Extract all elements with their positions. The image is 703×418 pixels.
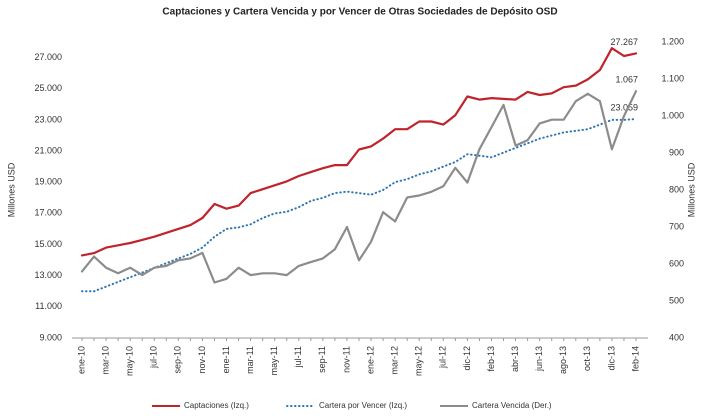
y2-tick-label: 700 (669, 221, 684, 231)
y2-tick-label: 800 (669, 184, 684, 194)
y2-tick-label: 400 (669, 332, 684, 342)
y-tick-label: 17.000 (34, 208, 62, 218)
y-tick-label: 15.000 (34, 239, 62, 249)
x-tick-label: sep-11 (317, 346, 327, 373)
x-tick-label: jul-12 (438, 346, 448, 369)
x-tick-label: sep-10 (173, 346, 183, 374)
x-tick-label: mar-10 (100, 346, 110, 375)
x-tick-label: abr-13 (510, 346, 520, 372)
y-tick-label: 21.000 (34, 145, 62, 155)
series-line (80, 47, 638, 257)
series-line (80, 90, 638, 284)
legend-label: Cartera Vencida (Der.) (472, 401, 552, 410)
legend-label: Captaciones (Izq.) (184, 401, 249, 410)
x-tick-label: ago-13 (558, 346, 568, 374)
x-tick-label: feb-13 (486, 346, 496, 372)
y-tick-label: 13.000 (34, 270, 62, 280)
x-tick-label: may-10 (125, 346, 135, 376)
y-tick-label: 27.000 (34, 52, 62, 62)
y-tick-label: 25.000 (34, 83, 62, 93)
y-tick-label: 23.000 (34, 114, 62, 124)
y-tick-label: 11.000 (35, 301, 62, 311)
x-tick-label: may-11 (269, 346, 279, 375)
y2-tick-label: 500 (669, 295, 684, 305)
y2-tick-label: 600 (669, 258, 684, 268)
x-tick-label: ene-11 (221, 346, 231, 373)
data-label: 1.067 (615, 75, 638, 85)
x-tick-label: mar-11 (245, 346, 255, 374)
x-tick-label: ene-12 (365, 346, 375, 374)
x-tick-label: oct-13 (582, 346, 592, 371)
y2-tick-label: 1.000 (661, 110, 684, 120)
x-tick-label: ene-10 (76, 346, 86, 374)
x-tick-label: feb-14 (630, 346, 640, 372)
x-tick-label: jul-11 (293, 346, 303, 368)
y-tick-label: 19.000 (34, 177, 62, 187)
data-label: 27.267 (610, 37, 638, 47)
y2-tick-label: 900 (669, 147, 684, 157)
chart-title: Captaciones y Cartera Vencida y por Venc… (162, 7, 557, 18)
series-line (81, 118, 637, 293)
x-tick-label: nov-11 (341, 346, 351, 373)
y-axis-label: Millones USD (6, 162, 16, 217)
legend-label: Cartera por Vencer (Izq.) (319, 401, 407, 410)
x-tick-label: mar-12 (390, 346, 400, 375)
x-tick-label: dic-13 (606, 346, 616, 371)
x-tick-label: nov-10 (197, 346, 207, 374)
y2-tick-label: 1.200 (661, 36, 684, 46)
y2-axis-label: Millones USD (686, 162, 696, 217)
x-tick-label: jul-10 (149, 346, 159, 369)
x-tick-label: jun-13 (534, 346, 544, 372)
x-tick-label: may-12 (414, 346, 424, 376)
data-label: 23.059 (610, 102, 638, 112)
y-tick-label: 9.000 (39, 332, 62, 342)
y2-tick-label: 1.100 (661, 73, 684, 83)
x-tick-label: dic-12 (462, 346, 472, 371)
